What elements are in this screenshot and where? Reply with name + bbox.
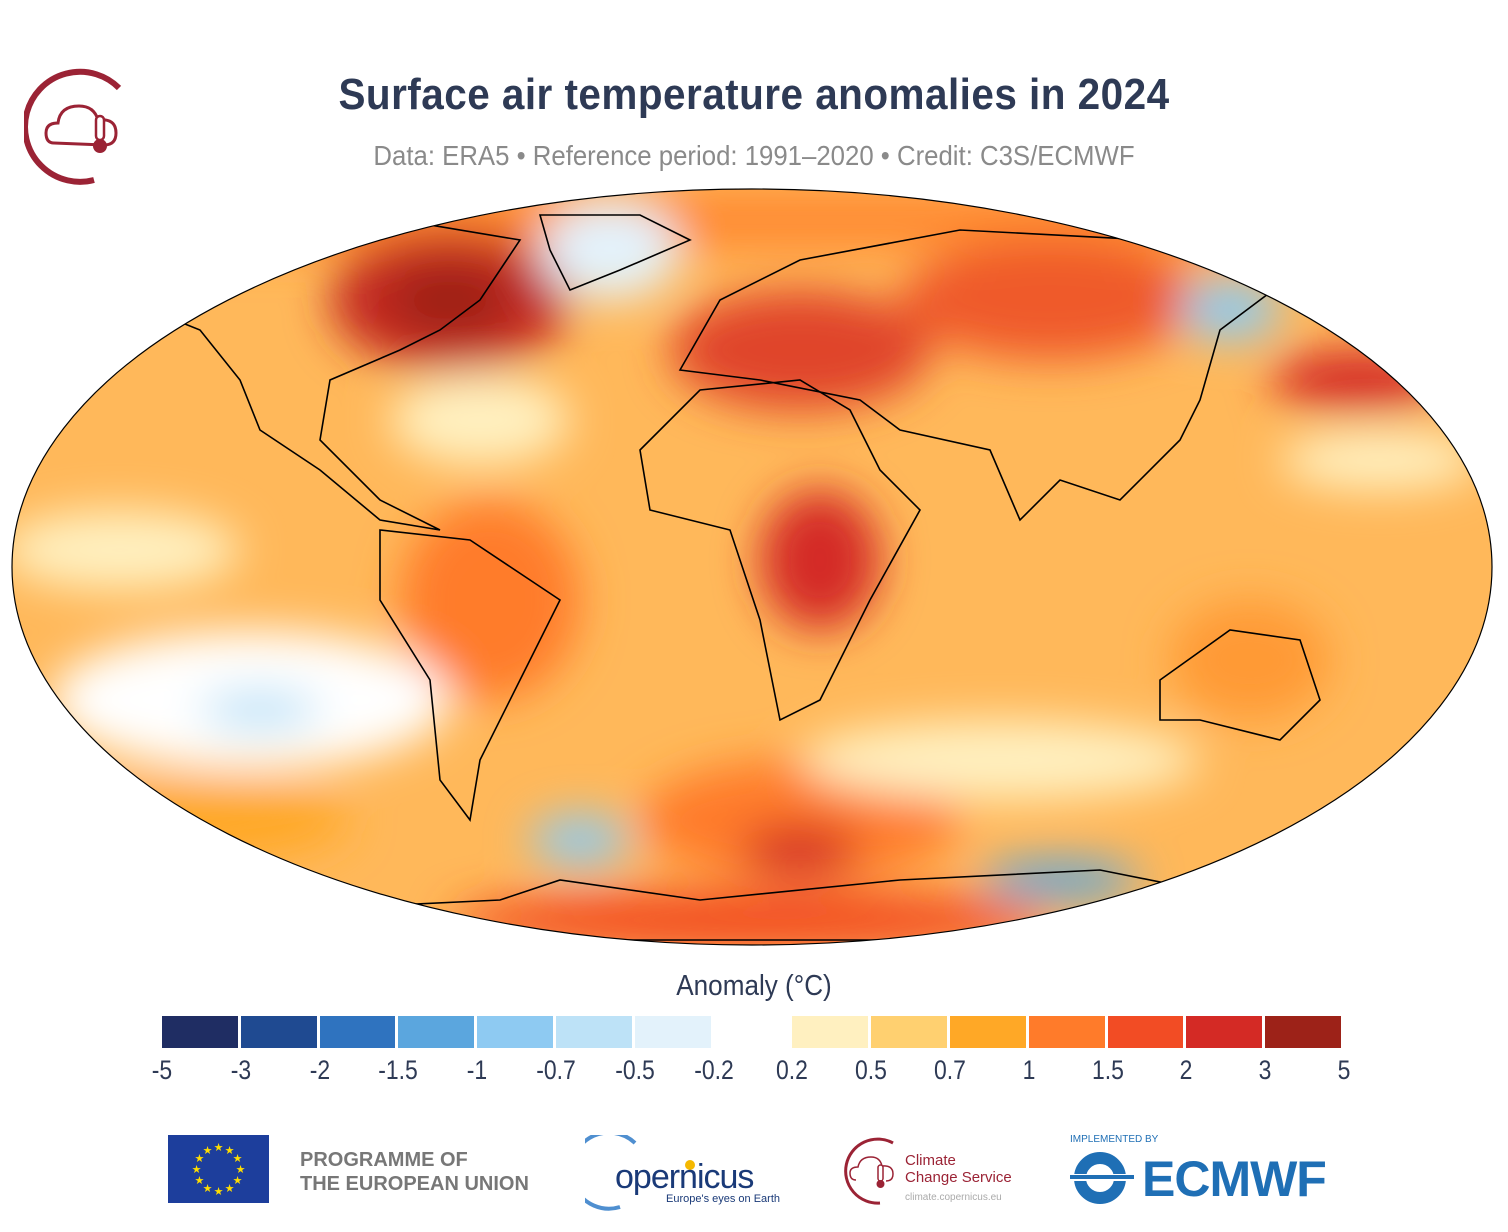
ecmwf-logo-text: ECMWF [1142, 1151, 1327, 1207]
colorbar-swatch [398, 1016, 475, 1048]
copernicus-arc-icon [585, 1135, 695, 1211]
colorbar-tick-label: -5 [151, 1055, 173, 1085]
copernicus-tagline: Europe's eyes on Earth [666, 1193, 781, 1205]
ecmwf-symbol-icon [1070, 1152, 1134, 1204]
colorbar-swatch [713, 1016, 790, 1048]
colorbar-swatch [634, 1016, 711, 1048]
c3s-footer-logo-icon [844, 1137, 894, 1205]
colorbar-swatch [1028, 1016, 1105, 1048]
colorbar-swatch [1186, 1016, 1263, 1048]
anomaly-map [0, 180, 1508, 960]
colorbar-swatch [950, 1016, 1026, 1048]
c3s-line-2: Change Service [905, 1169, 1012, 1186]
colorbar-tick-label: 5 [1337, 1055, 1351, 1085]
colorbar-tick-label: -0.7 [536, 1055, 576, 1085]
colorbar-tick-label: 2 [1180, 1055, 1193, 1085]
colorbar-swatch [556, 1016, 632, 1048]
colorbar-swatch [1107, 1016, 1184, 1048]
c3s-line-1: Climate [905, 1152, 956, 1169]
colorbar-tick-label: -1.5 [378, 1055, 419, 1085]
colorbar-swatch [319, 1016, 396, 1048]
colorbar-swatch [477, 1016, 553, 1048]
eu-star-icon: ★ [195, 1175, 205, 1187]
eu-star-icon: ★ [214, 1142, 224, 1154]
eu-star-icon: ★ [195, 1153, 205, 1165]
page-title: Surface air temperature anomalies in 202… [338, 70, 1170, 119]
eu-programme-text: PROGRAMME OF THE EUROPEAN UNION [300, 1148, 529, 1196]
eu-star-icon: ★ [214, 1186, 224, 1198]
eu-star-icon: ★ [203, 1183, 213, 1195]
colorbar-swatch [792, 1016, 869, 1048]
eu-star-icon: ★ [225, 1145, 235, 1157]
colorbar-tick-label: -0.2 [693, 1055, 734, 1085]
eu-star-icon: ★ [203, 1145, 213, 1157]
c3s-text: Climate Change Service [905, 1152, 1012, 1186]
colorbar-tick-label: -2 [309, 1055, 330, 1085]
eu-flag-icon: ★ ★ ★ ★ ★ ★ ★ ★ ★ ★ ★ ★ [168, 1135, 269, 1203]
c3s-url: climate.copernicus.eu [905, 1192, 1002, 1203]
colorbar-tick-label: -1 [466, 1055, 488, 1085]
legend-title: Anomaly (°C) [676, 970, 832, 1002]
page-subtitle: Data: ERA5 • Reference period: 1991–2020… [373, 140, 1135, 171]
colorbar-tick-label: -0.5 [615, 1055, 655, 1085]
c3s-logo [22, 68, 142, 186]
eu-line-1: PROGRAMME OF [300, 1149, 468, 1171]
footer-logos: ★ ★ ★ ★ ★ ★ ★ ★ ★ ★ ★ ★ PROGRAMME OF THE EUROPEAN U… [0, 1130, 1508, 1220]
colorbar-tick-label: 0.7 [934, 1055, 966, 1085]
colorbar-tick-label: 1 [1022, 1055, 1036, 1085]
colorbar-swatch [162, 1016, 238, 1048]
colorbar-swatch [240, 1016, 317, 1048]
colorbar [162, 1016, 1344, 1048]
eu-star-icon: ★ [225, 1183, 235, 1195]
copernicus-logo-text: opernicus [615, 1158, 754, 1196]
colorbar-swatch [871, 1016, 947, 1048]
implemented-by-label: IMPLEMENTED BY [1070, 1134, 1159, 1145]
colorbar-tick-label: 1.5 [1091, 1055, 1124, 1085]
colorbar-tick-label: -3 [230, 1055, 252, 1085]
colorbar-tick-label: 3 [1258, 1055, 1272, 1085]
colorbar-swatch [1265, 1016, 1341, 1048]
colorbar-tick-label: 0.5 [855, 1055, 888, 1085]
colorbar-tick-label: 0.2 [776, 1055, 809, 1085]
eu-star-icon: ★ [233, 1175, 243, 1187]
eu-star-icon: ★ [233, 1153, 243, 1165]
eu-star-icon: ★ [192, 1164, 202, 1176]
eu-star-icon: ★ [236, 1164, 246, 1176]
eu-line-2: THE EUROPEAN UNION [300, 1173, 529, 1195]
